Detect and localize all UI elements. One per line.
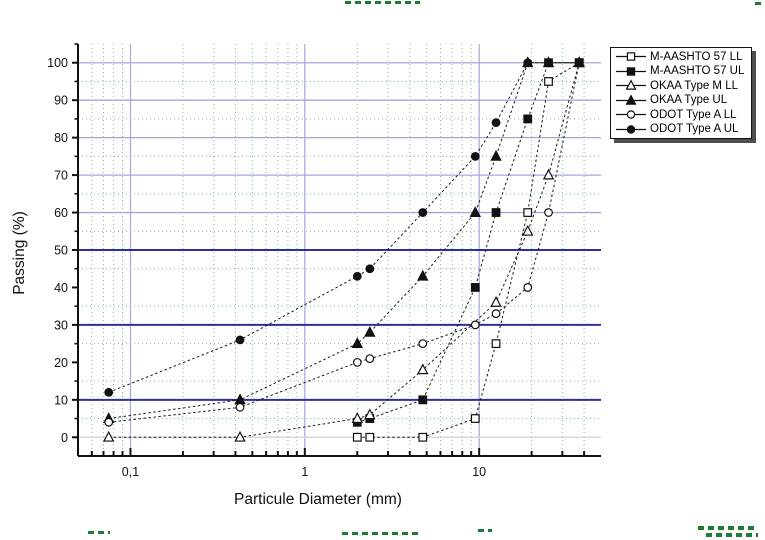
series-marker-5 bbox=[523, 58, 533, 68]
square-open-legend-icon bbox=[616, 52, 646, 61]
series-marker-4 bbox=[104, 417, 114, 427]
series-marker-0 bbox=[418, 432, 428, 442]
series-marker-3 bbox=[351, 337, 363, 349]
y-tick-label: 80 bbox=[54, 131, 68, 145]
series-marker-2 bbox=[542, 168, 555, 180]
scan-artifact bbox=[755, 2, 764, 5]
series-marker-0 bbox=[365, 432, 375, 442]
series-line-0 bbox=[357, 62, 580, 438]
series-line-2 bbox=[108, 62, 580, 438]
y-tick-label: 50 bbox=[54, 244, 68, 258]
y-tick-label: 0 bbox=[61, 431, 68, 445]
legend-label: OKAA Type UL bbox=[650, 94, 728, 107]
series-marker-0 bbox=[352, 432, 362, 442]
y-axis-title: Passing (%) bbox=[11, 211, 28, 295]
legend-label: ODOT Type A LL bbox=[650, 108, 737, 121]
y-tick-label: 30 bbox=[54, 318, 68, 332]
series-line-5 bbox=[108, 62, 580, 393]
series-marker-4 bbox=[470, 320, 480, 330]
series-marker-4 bbox=[235, 402, 245, 412]
series-marker-2 bbox=[102, 430, 115, 442]
y-tick-label: 90 bbox=[54, 94, 68, 108]
legend-marker-sample bbox=[626, 110, 636, 120]
series-marker-5 bbox=[491, 118, 501, 128]
legend-item-5: ODOT Type A UL bbox=[615, 122, 751, 136]
y-tick-label: 10 bbox=[54, 393, 68, 407]
legend-marker-sample bbox=[626, 52, 636, 61]
legend-label: OKAA Type M LL bbox=[650, 79, 739, 92]
series-marker-5 bbox=[104, 387, 114, 397]
legend-label: ODOT Type A UL bbox=[650, 123, 739, 136]
y-tick-label: 70 bbox=[54, 169, 68, 183]
series-marker-5 bbox=[365, 264, 375, 274]
scan-artifact bbox=[698, 526, 758, 530]
scan-artifact bbox=[88, 531, 110, 534]
series-marker-3 bbox=[469, 206, 481, 217]
x-tick-label: 1 bbox=[301, 465, 308, 479]
series-line-3 bbox=[108, 62, 580, 420]
legend-marker-sample bbox=[626, 125, 636, 134]
y-tick-label: 60 bbox=[54, 206, 68, 220]
series-marker-2 bbox=[234, 430, 246, 442]
series-marker-4 bbox=[544, 208, 553, 217]
legend-item-0: M-AASHTO 57 LL bbox=[615, 50, 751, 64]
series-marker-1 bbox=[470, 283, 480, 292]
legend-item-4: ODOT Type A LL bbox=[615, 108, 751, 122]
series-marker-1 bbox=[523, 114, 533, 124]
series-line-4 bbox=[108, 62, 580, 423]
y-tick-label: 40 bbox=[54, 281, 68, 295]
y-tick-label: 20 bbox=[54, 356, 68, 370]
legend-marker-sample bbox=[625, 79, 637, 90]
circle-open-legend-icon bbox=[616, 110, 646, 120]
legend-box: M-AASHTO 57 LL M-AASHTO 57 UL OKAA Type M … bbox=[610, 47, 752, 139]
legend-item-3: OKAA Type UL bbox=[615, 93, 751, 107]
series-marker-2 bbox=[490, 295, 502, 307]
triangle-filled-legend-icon bbox=[616, 94, 646, 105]
series-marker-2 bbox=[351, 412, 363, 423]
series-marker-1 bbox=[491, 208, 501, 217]
series-marker-0 bbox=[470, 414, 480, 423]
y-tick-label: 100 bbox=[47, 56, 68, 70]
series-marker-2 bbox=[364, 408, 376, 420]
series-marker-5 bbox=[418, 208, 428, 217]
series-marker-3 bbox=[364, 325, 376, 337]
series-marker-2 bbox=[522, 224, 534, 236]
legend-marker-sample bbox=[625, 94, 637, 105]
series-marker-5 bbox=[574, 58, 584, 68]
legend-label: M-AASHTO 57 UL bbox=[650, 65, 745, 78]
series-marker-0 bbox=[491, 339, 501, 349]
scan-artifact bbox=[478, 529, 492, 532]
series-marker-5 bbox=[235, 335, 245, 345]
series-marker-4 bbox=[352, 357, 362, 367]
series-marker-4 bbox=[491, 309, 501, 319]
legend-marker-sample bbox=[626, 66, 636, 76]
scan-artifact bbox=[345, 1, 420, 4]
square-filled-legend-icon bbox=[616, 66, 646, 76]
legend-item-1: M-AASHTO 57 UL bbox=[615, 64, 751, 78]
series-marker-3 bbox=[490, 149, 502, 161]
series-marker-1 bbox=[418, 395, 428, 405]
series-marker-5 bbox=[544, 58, 553, 68]
triangle-open-legend-icon bbox=[616, 79, 646, 90]
x-tick-label: 10 bbox=[472, 465, 486, 479]
scan-artifact bbox=[342, 532, 420, 535]
series-marker-4 bbox=[418, 339, 428, 349]
scan-artifact bbox=[706, 533, 758, 537]
x-tick-label: 0,1 bbox=[122, 465, 139, 479]
series-marker-3 bbox=[417, 269, 429, 281]
circle-filled-legend-icon bbox=[616, 125, 646, 134]
series-line-1 bbox=[357, 62, 580, 423]
series-marker-0 bbox=[523, 208, 533, 217]
legend-item-2: OKAA Type M LL bbox=[615, 79, 751, 93]
series-marker-2 bbox=[417, 363, 429, 375]
series-marker-4 bbox=[365, 354, 375, 364]
series-marker-0 bbox=[544, 77, 553, 86]
series-marker-5 bbox=[352, 271, 362, 281]
series-marker-4 bbox=[523, 283, 533, 292]
series-marker-5 bbox=[470, 151, 480, 161]
legend-label: M-AASHTO 57 LL bbox=[650, 50, 743, 63]
x-axis-title: Particule Diameter (mm) bbox=[234, 491, 402, 508]
